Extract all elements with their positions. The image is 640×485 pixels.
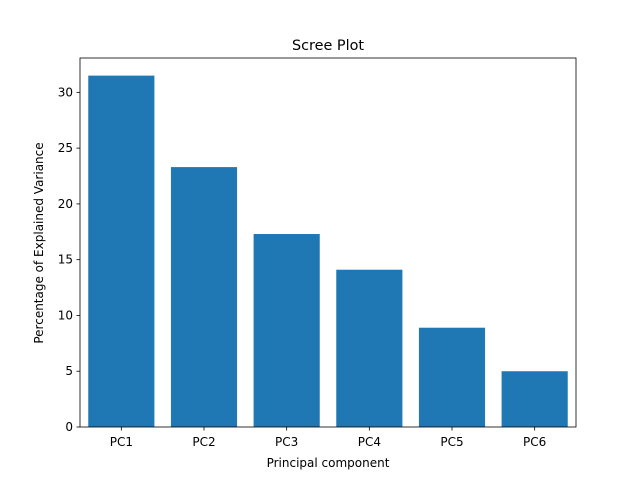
plot-frame xyxy=(79,57,577,428)
x-axis-label: Principal component xyxy=(267,456,390,470)
y-axis-label: Percentage of Explained Variance xyxy=(32,142,46,343)
y-tick-label: 5 xyxy=(65,364,73,378)
bar-pc6 xyxy=(501,371,568,427)
bars-group xyxy=(88,75,568,428)
x-tick-label: PC2 xyxy=(192,435,215,449)
y-axis: 0 5 10 15 20 25 30 xyxy=(58,85,80,434)
x-tick-label: PC6 xyxy=(523,435,546,449)
x-tick-label: PC3 xyxy=(275,435,298,449)
chart-title: Scree Plot xyxy=(292,38,364,54)
y-tick-label: 25 xyxy=(58,141,73,155)
x-axis: PC1 PC2 PC3 PC4 PC5 PC6 xyxy=(110,427,546,449)
bar-pc3 xyxy=(253,234,320,427)
x-tick-label: PC1 xyxy=(110,435,133,449)
y-tick-label: 10 xyxy=(58,308,73,322)
bar-pc5 xyxy=(418,327,486,427)
y-tick-label: 15 xyxy=(58,253,73,267)
y-tick-label: 0 xyxy=(65,420,73,434)
x-tick-label: PC5 xyxy=(440,435,463,449)
x-tick-label: PC4 xyxy=(358,435,381,449)
bar-pc1 xyxy=(88,75,155,428)
bar-pc4 xyxy=(336,269,403,427)
y-tick-label: 20 xyxy=(58,197,73,211)
bar-pc2 xyxy=(170,167,238,427)
y-tick-label: 30 xyxy=(58,85,73,99)
